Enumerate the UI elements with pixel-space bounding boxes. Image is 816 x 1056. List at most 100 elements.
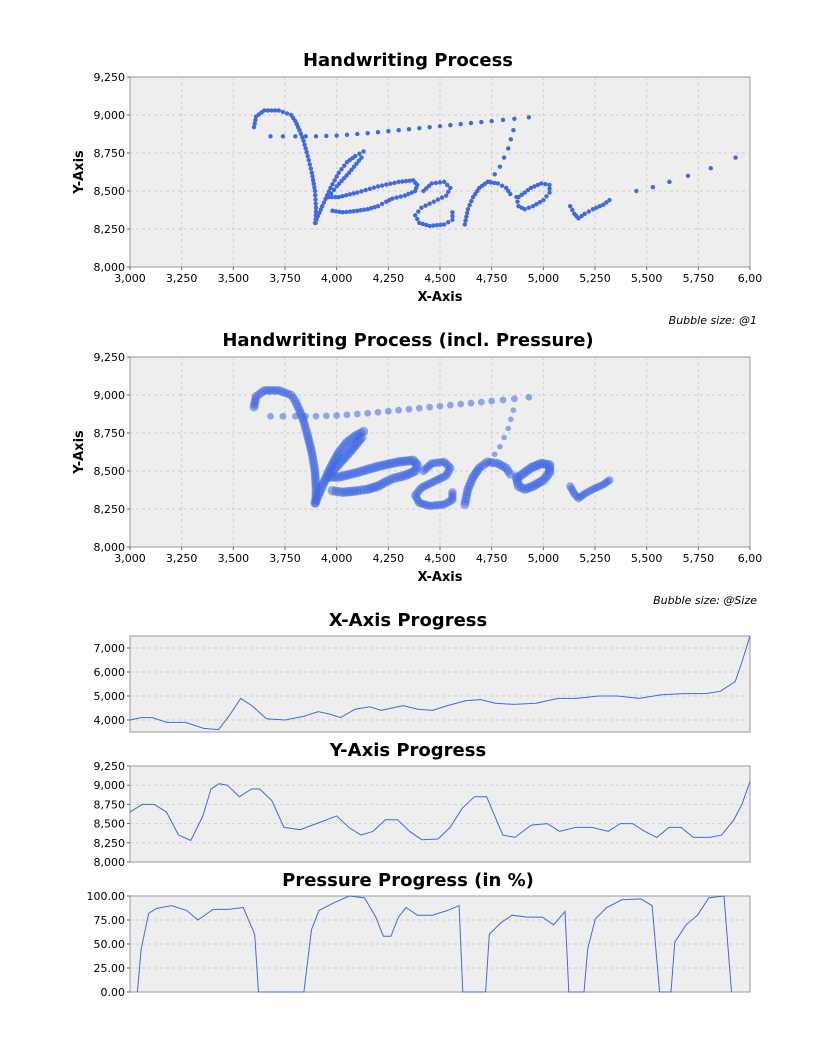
data-point (349, 167, 354, 172)
data-point (406, 126, 412, 132)
x-tick-label: 5,750 (683, 552, 715, 565)
data-point (406, 191, 411, 197)
data-bubble (327, 485, 338, 496)
data-point (467, 202, 472, 208)
data-point (433, 180, 439, 186)
y-tick-label: 8,500 (94, 185, 126, 198)
data-point (328, 191, 334, 196)
data-point (311, 181, 316, 186)
y-tick-label: 8,000 (94, 856, 126, 869)
data-point (331, 187, 337, 193)
data-point (492, 172, 497, 177)
data-point (445, 182, 450, 188)
data-point (547, 182, 552, 188)
data-bubble (415, 404, 423, 412)
chart-title: Handwriting Process (303, 50, 513, 71)
data-bubble (291, 412, 299, 420)
data-bubble (510, 407, 517, 414)
data-point (344, 132, 350, 137)
x-tick-label: 4,750 (476, 552, 508, 565)
data-point (444, 193, 449, 198)
data-point (601, 202, 606, 207)
y-tick-label: 8,250 (94, 837, 126, 850)
x-tick-label: 3,750 (269, 272, 301, 285)
data-point (500, 117, 506, 123)
x-tick-label: 5,000 (528, 272, 560, 285)
plot-area (129, 356, 751, 548)
data-point (252, 121, 257, 126)
y-tick-label: 25.00 (94, 962, 126, 975)
x-tick-label: 5,500 (631, 272, 663, 285)
data-point (356, 158, 362, 163)
data-bubble (511, 395, 518, 403)
data-point (525, 188, 531, 193)
data-point (333, 209, 339, 214)
data-point (334, 184, 339, 189)
data-bubble (499, 396, 507, 404)
data-point (320, 204, 325, 209)
data-point (416, 209, 421, 214)
data-point (344, 209, 349, 215)
data-point (570, 207, 575, 213)
chart-title: X-Axis Progress (329, 610, 487, 631)
data-point (301, 138, 306, 144)
data-point (534, 201, 539, 207)
chart-x-axis-progress: X-Axis Progress 4,000 5,000 6,000 7,000 (94, 610, 751, 733)
data-point (492, 180, 497, 186)
x-tick-label: 3,000 (114, 272, 146, 285)
data-point (417, 125, 422, 131)
x-tick-label: 5,750 (683, 272, 715, 285)
x-tick-label: 4,500 (424, 552, 456, 565)
data-point (446, 219, 451, 225)
series-line (136, 895, 732, 993)
data-bubble (525, 393, 533, 401)
data-point (336, 170, 341, 175)
data-point (324, 133, 329, 139)
chart-title: Y-Axis Progress (329, 740, 486, 761)
data-point (312, 188, 318, 194)
data-bubble (426, 403, 434, 411)
data-point (351, 208, 356, 214)
data-point (306, 158, 311, 163)
tick-labels: 3,000 3,250 3,500 3,750 4,000 4,250 4,500 4,750… (94, 71, 763, 285)
data-point (508, 191, 513, 197)
data-bubble (467, 399, 475, 407)
data-point (516, 204, 521, 209)
data-point (354, 161, 359, 166)
data-point (333, 194, 338, 200)
data-bubble (312, 412, 320, 420)
data-point (400, 179, 405, 184)
data-point (340, 193, 345, 199)
data-point (379, 201, 385, 207)
y-tick-label: 50.00 (94, 938, 126, 951)
data-point (372, 205, 377, 210)
data-point (462, 222, 467, 227)
plot-area (129, 765, 751, 863)
y-tick-label: 9,000 (94, 389, 126, 402)
bubble-size-note: Bubble size: @1 (669, 314, 757, 327)
data-point (355, 131, 360, 137)
grid (130, 647, 750, 721)
data-point (317, 210, 322, 216)
data-point (497, 164, 503, 169)
y-axis-label: Y-Axis (72, 430, 87, 475)
data-point (280, 109, 286, 115)
x-tick-label: 5,250 (579, 272, 611, 285)
grid (130, 357, 750, 547)
y-tick-label: 8,000 (94, 261, 126, 274)
data-point (495, 181, 501, 186)
data-point (303, 134, 308, 139)
y-tick-label: 8,750 (94, 147, 126, 160)
data-point (441, 179, 447, 185)
data-point (576, 216, 581, 221)
y-tick-label: 8,750 (94, 798, 126, 811)
data-point (441, 222, 447, 227)
bubble-points (249, 386, 614, 511)
data-point (305, 153, 310, 159)
x-tick-label: 3,750 (269, 552, 301, 565)
data-bubble (491, 451, 498, 458)
data-point (336, 194, 341, 200)
data-point (359, 155, 364, 160)
data-point (450, 210, 455, 215)
data-point (357, 151, 362, 156)
